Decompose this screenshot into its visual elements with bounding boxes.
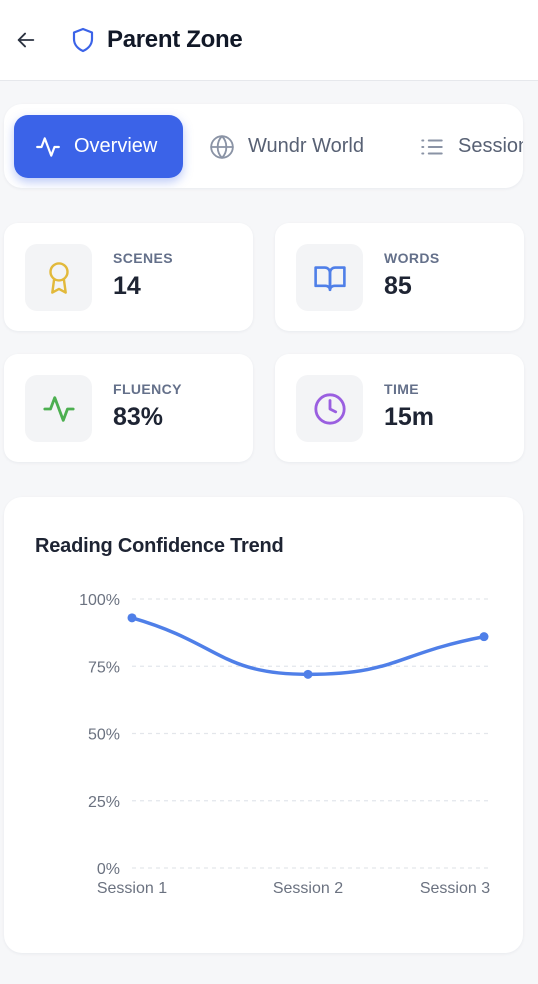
stat-value: 15m xyxy=(384,403,435,431)
stat-card-scenes: SCENES 14 xyxy=(4,223,253,331)
x-tick-label: Session 1 xyxy=(97,880,167,897)
list-icon xyxy=(421,139,443,154)
stat-card-words: WORDS 85 xyxy=(275,223,524,331)
tab-label: Wundr World xyxy=(248,135,364,157)
tab-sessions[interactable]: Sessions xyxy=(419,115,523,178)
app-header: Parent Zone xyxy=(0,0,538,81)
tab-bar: Overview Wundr World Sessions xyxy=(4,104,523,188)
clock-icon xyxy=(313,392,346,425)
y-tick-label: 50% xyxy=(88,727,120,744)
activity-icon xyxy=(42,395,75,422)
stat-label: TIME xyxy=(384,381,420,397)
data-point[interactable] xyxy=(303,669,313,679)
tab-wundr-world[interactable]: Wundr World xyxy=(209,115,364,178)
award-icon xyxy=(48,261,69,294)
data-point[interactable] xyxy=(127,613,137,623)
x-tick-label: Session 2 xyxy=(273,880,343,897)
stat-value: 14 xyxy=(113,272,141,300)
back-button[interactable] xyxy=(12,26,40,54)
stat-label: SCENES xyxy=(113,250,173,266)
tab-label: Overview xyxy=(74,135,158,157)
stat-value: 85 xyxy=(384,272,412,300)
stat-value: 83% xyxy=(113,403,164,431)
stat-label: WORDS xyxy=(384,250,440,266)
tab-label: Sessions xyxy=(458,135,523,157)
line-chart: 0% 25% 50% 75% 100% Session 1 Session 2 Session… xyxy=(79,592,490,897)
page-title: Parent Zone xyxy=(107,26,243,53)
data-point[interactable] xyxy=(479,632,489,642)
chart-title: Reading Confidence Trend xyxy=(35,535,284,557)
y-tick-label: 25% xyxy=(88,794,120,811)
shield-icon xyxy=(72,27,94,53)
y-tick-label: 0% xyxy=(97,861,120,878)
arrow-left-icon xyxy=(17,32,35,48)
stat-card-time: TIME 15m xyxy=(275,354,524,462)
tab-overview[interactable]: Overview xyxy=(14,115,183,178)
chart-card: Reading Confidence Trend 0% 25% 50% 75% 100%… xyxy=(4,497,523,953)
y-tick-label: 100% xyxy=(79,592,120,609)
stat-card-fluency: FLUENCY 83% xyxy=(4,354,253,462)
y-tick-label: 75% xyxy=(88,659,120,676)
x-tick-label: Session 3 xyxy=(420,880,490,897)
globe-icon xyxy=(210,134,234,159)
activity-icon xyxy=(36,136,60,157)
book-icon xyxy=(313,265,346,291)
stat-label: FLUENCY xyxy=(113,381,182,397)
